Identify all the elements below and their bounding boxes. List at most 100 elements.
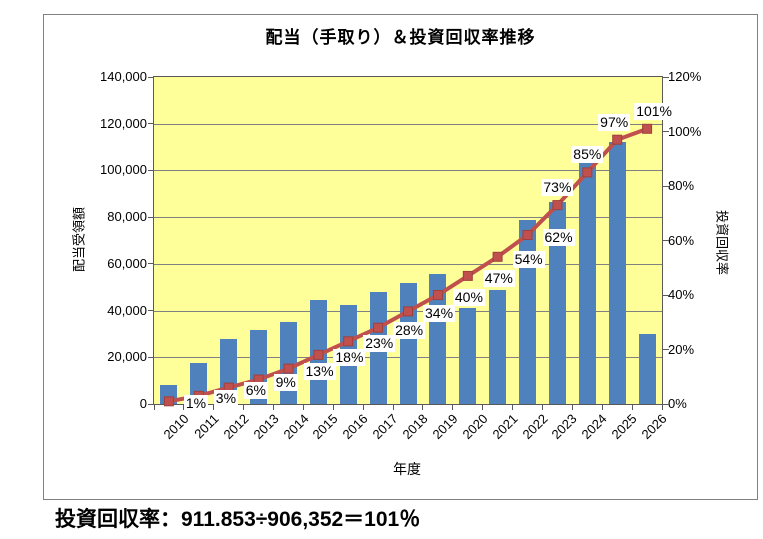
x-axis-tick-mark [392,405,394,410]
point-label-2019: 40% [452,289,485,306]
left-axis-tick-mark [148,356,154,358]
marker-2024 [582,167,593,178]
point-label-2013: 9% [273,373,298,391]
point-label-2026: 101% [634,102,674,120]
marker-2019 [432,290,443,300]
point-label-2018: 34% [423,305,456,323]
right-axis-tick-mark [663,76,669,78]
recovery-rate-line [168,126,648,404]
point-label-2023: 73% [541,179,574,197]
plot-area: 0 20,000 40,000 60,000 80,000 100,000 120,000 1… [100,69,701,442]
x-axis-tick-mark [661,405,663,410]
right-axis-tick-mark [663,294,669,296]
x-axis-tick-mark [243,405,245,410]
right-axis-tick-label: 20% [668,341,695,357]
x-tick-label-2020: 2020 [459,411,491,443]
point-label-2012: 6% [243,381,268,399]
right-axis-tick-label: 0% [668,396,687,411]
x-axis-tick-mark [542,405,543,410]
chart-title: 配当（手取り）＆投資回収率推移 [265,28,536,47]
x-axis-tick-mark [362,405,364,410]
recovery-rate-line-layer [163,123,653,407]
left-axis-tick-mark [148,310,154,312]
left-axis-tick-label: 120,000 [100,115,147,131]
point-label-2015: 18% [333,348,366,366]
left-axis-tick-label: 40,000 [107,302,147,318]
x-tick-label-2016: 2016 [339,411,371,443]
marker-2022 [522,230,533,240]
point-label-2024: 85% [571,146,604,164]
marker-2020 [462,270,473,281]
left-axis-tick-label: 20,000 [107,349,147,365]
bar-2021 [489,289,507,404]
marker-2018 [403,306,413,317]
x-axis-tick-mark [213,405,215,410]
x-tick-label-2018: 2018 [399,411,431,443]
gridline-60000 [154,263,662,265]
point-label-2017: 28% [393,321,426,339]
left-axis-title: 配当受領額 [71,207,87,273]
chart-frame: 配当（手取り）＆投資回収率推移 配当受領額 投資回収率 年度 0 20,000 40… [43,14,758,500]
x-tick-label-2011: 2011 [191,411,222,442]
bar-2020 [459,308,477,404]
left-axis-tick-mark [148,403,154,405]
point-label-2021: 54% [512,250,545,268]
x-tick-label-2022: 2022 [519,411,551,443]
left-axis-tick-label: 60,000 [107,255,147,271]
x-tick-label-2015: 2015 [309,411,341,443]
marker-2010 [163,396,174,407]
x-tick-label-2019: 2019 [429,411,461,443]
x-tick-label-2026: 2026 [638,411,670,443]
gridline-100000 [154,170,662,172]
x-axis-tick-mark [332,405,334,410]
x-tick-label-2017: 2017 [369,411,401,443]
x-axis-tick-mark [571,405,573,410]
left-axis-tick-mark [148,123,154,125]
bar-2024 [578,162,596,404]
point-label-2020: 47% [482,269,515,287]
left-axis-tick-mark [148,216,154,218]
x-axis-tick-mark [302,405,304,410]
gridline-120000 [154,123,662,125]
point-label-2025: 97% [598,113,631,131]
right-axis-tick-label: 40% [668,287,695,302]
marker-2025 [612,134,623,145]
marker-2014 [283,363,294,374]
marker-2016 [343,336,354,347]
x-tick-label-2021: 2021 [489,411,521,443]
x-tick-label-2023: 2023 [548,411,580,443]
x-tick-label-2010: 2010 [160,411,192,443]
x-axis-tick-mark [422,405,424,410]
bar-2025 [608,142,626,404]
left-axis-tick-mark [148,169,154,171]
right-axis-tick-label: 60% [668,232,695,248]
x-axis-tick-mark [512,405,514,410]
x-tick-label-2012: 2012 [220,411,252,443]
point-label-2016: 23% [363,335,396,353]
left-axis-tick-label: 0 [139,396,147,411]
x-tick-label-2013: 2013 [250,411,282,443]
marker-2023 [552,200,563,211]
left-axis-tick-mark [148,76,154,78]
x-axis-tick-mark [482,405,484,410]
x-axis-tick-mark [273,405,274,410]
right-axis-tick-mark [663,403,669,405]
bar-2023 [548,202,566,404]
right-axis-tick-mark [663,131,669,132]
x-tick-label-2024: 2024 [578,411,610,443]
point-label-2022: 62% [542,229,575,246]
marker-2026 [642,123,653,134]
right-axis-tick-mark [663,185,669,187]
x-tick-label-2025: 2025 [608,411,640,443]
point-label-2011: 3% [213,389,239,407]
marker-2015 [313,349,324,360]
right-axis-tick-mark [663,349,669,350]
left-axis-tick-label: 80,000 [107,209,147,225]
right-axis-tick-mark [663,240,669,241]
x-axis-tick-mark [631,405,633,410]
right-axis-tick-label: 80% [668,178,695,193]
right-axis-tick-label: 100% [668,123,702,139]
gridline-80000 [154,217,662,219]
right-axis-tick-label: 120% [668,69,702,84]
